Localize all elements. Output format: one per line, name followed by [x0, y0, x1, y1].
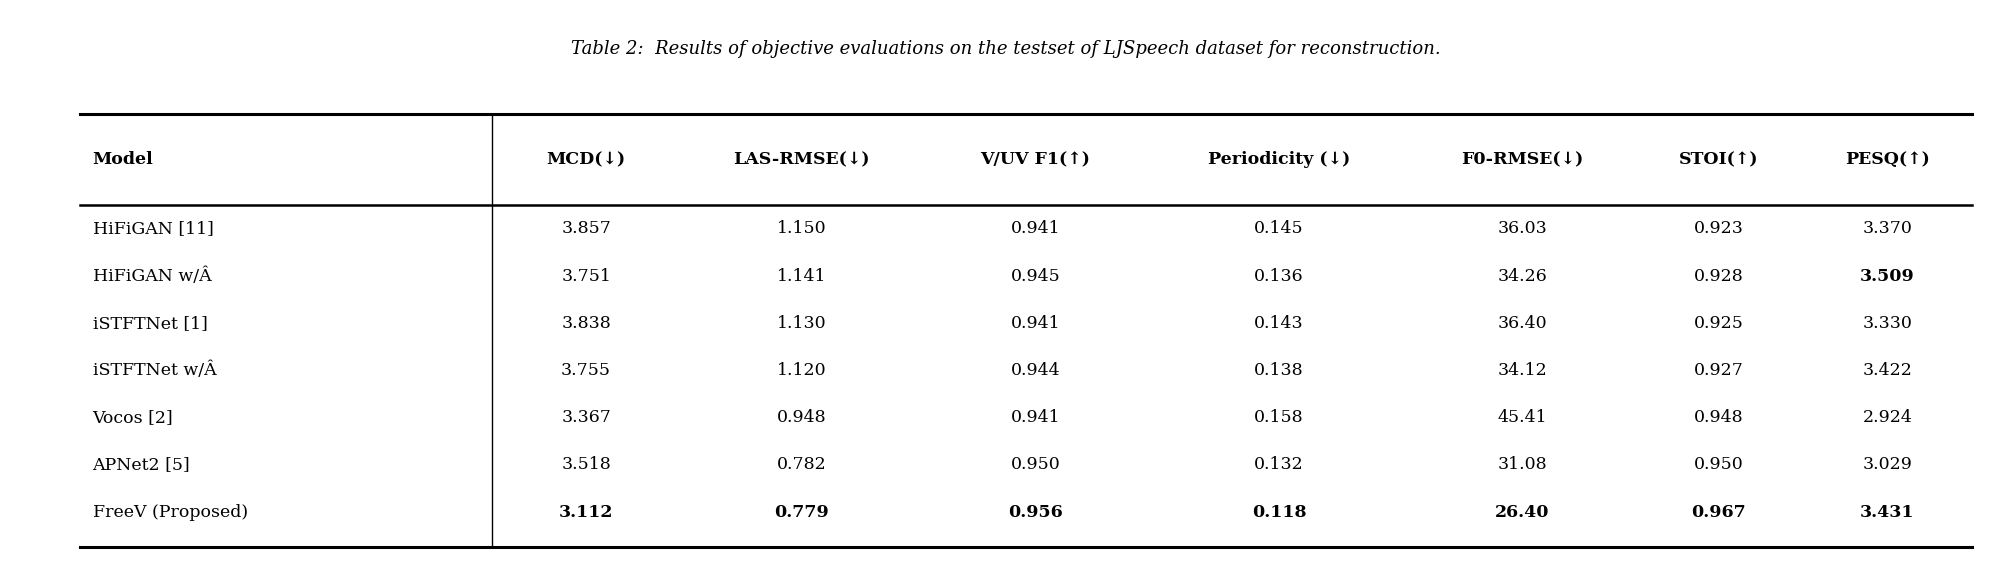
Text: 3.509: 3.509: [1861, 267, 1915, 284]
Text: 3.755: 3.755: [561, 362, 612, 379]
Text: 0.779: 0.779: [775, 504, 829, 520]
Text: 0.941: 0.941: [1010, 409, 1060, 426]
Text: Model: Model: [93, 151, 153, 168]
Text: 36.40: 36.40: [1497, 315, 1547, 332]
Text: 0.948: 0.948: [1694, 409, 1744, 426]
Text: 31.08: 31.08: [1497, 457, 1547, 474]
Text: 0.941: 0.941: [1010, 315, 1060, 332]
Text: F0-RMSE(↓): F0-RMSE(↓): [1461, 151, 1583, 168]
Text: 3.838: 3.838: [561, 315, 612, 332]
Text: 34.26: 34.26: [1497, 267, 1547, 284]
Text: HiFiGAN [11]: HiFiGAN [11]: [93, 221, 213, 237]
Text: 0.948: 0.948: [777, 409, 827, 426]
Text: 0.950: 0.950: [1694, 457, 1744, 474]
Text: 36.03: 36.03: [1497, 221, 1547, 237]
Text: 3.370: 3.370: [1863, 221, 1913, 237]
Text: 0.923: 0.923: [1694, 221, 1744, 237]
Text: 0.927: 0.927: [1694, 362, 1744, 379]
Text: iSTFTNet [1]: iSTFTNet [1]: [93, 315, 207, 332]
Text: PESQ(↑): PESQ(↑): [1845, 151, 1930, 168]
Text: 0.925: 0.925: [1694, 315, 1744, 332]
Text: 3.367: 3.367: [561, 409, 612, 426]
Text: LAS-RMSE(↓): LAS-RMSE(↓): [732, 151, 869, 168]
Text: 3.029: 3.029: [1863, 457, 1913, 474]
Text: 0.928: 0.928: [1694, 267, 1744, 284]
Text: 1.141: 1.141: [777, 267, 827, 284]
Text: FreeV (Proposed): FreeV (Proposed): [93, 504, 247, 520]
Text: HiFiGAN w/Â: HiFiGAN w/Â: [93, 267, 211, 285]
Text: 45.41: 45.41: [1497, 409, 1547, 426]
Text: 1.130: 1.130: [777, 315, 827, 332]
Text: 0.967: 0.967: [1692, 504, 1746, 520]
Text: 0.945: 0.945: [1010, 267, 1060, 284]
Text: 0.138: 0.138: [1253, 362, 1304, 379]
Text: APNet2 [5]: APNet2 [5]: [93, 457, 191, 474]
Text: 0.956: 0.956: [1008, 504, 1062, 520]
Text: 3.112: 3.112: [559, 504, 614, 520]
Text: 34.12: 34.12: [1497, 362, 1547, 379]
Text: Periodicity (↓): Periodicity (↓): [1207, 151, 1350, 168]
Text: 0.145: 0.145: [1253, 221, 1304, 237]
Text: 0.941: 0.941: [1010, 221, 1060, 237]
Text: 3.518: 3.518: [561, 457, 612, 474]
Text: 3.857: 3.857: [561, 221, 612, 237]
Text: iSTFTNet w/Â: iSTFTNet w/Â: [93, 362, 215, 379]
Text: V/UV F1(↑): V/UV F1(↑): [980, 151, 1091, 168]
Text: 1.150: 1.150: [777, 221, 827, 237]
Text: 0.136: 0.136: [1253, 267, 1304, 284]
Text: 3.330: 3.330: [1863, 315, 1913, 332]
Text: 3.751: 3.751: [561, 267, 612, 284]
Text: Vocos [2]: Vocos [2]: [93, 409, 173, 426]
Text: 3.431: 3.431: [1861, 504, 1915, 520]
Text: MCD(↓): MCD(↓): [547, 151, 626, 168]
Text: 26.40: 26.40: [1495, 504, 1549, 520]
Text: 2.924: 2.924: [1863, 409, 1913, 426]
Text: 0.950: 0.950: [1010, 457, 1060, 474]
Text: 0.118: 0.118: [1251, 504, 1306, 520]
Text: 0.158: 0.158: [1253, 409, 1304, 426]
Text: 0.132: 0.132: [1253, 457, 1304, 474]
Text: 0.143: 0.143: [1253, 315, 1304, 332]
Text: Table 2:  Results of objective evaluations on the testset of LJSpeech dataset fo: Table 2: Results of objective evaluation…: [571, 40, 1441, 58]
Text: 3.422: 3.422: [1863, 362, 1913, 379]
Text: STOI(↑): STOI(↑): [1680, 151, 1758, 168]
Text: 0.782: 0.782: [777, 457, 827, 474]
Text: 1.120: 1.120: [777, 362, 827, 379]
Text: 0.944: 0.944: [1010, 362, 1060, 379]
